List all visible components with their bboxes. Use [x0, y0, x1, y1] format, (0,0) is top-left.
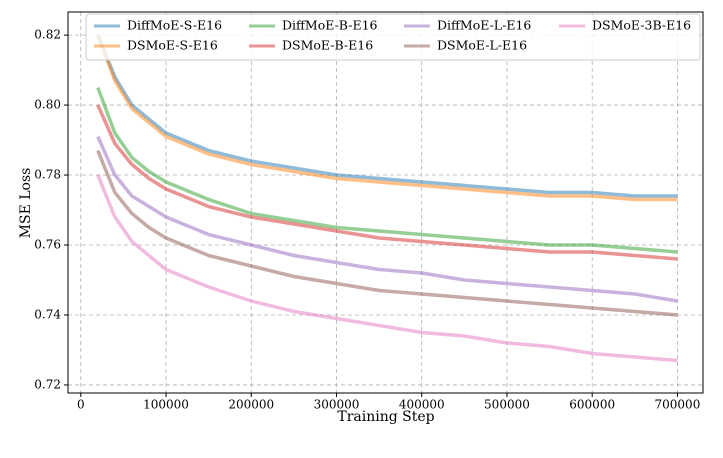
series-line — [96, 104, 678, 261]
legend-label: DiffMoE-B-E16 — [282, 18, 378, 33]
series-line — [96, 149, 678, 317]
legend-box — [85, 13, 701, 61]
x-tick-label: 0 — [77, 398, 85, 412]
legend-label: DSMoE-L-E16 — [437, 38, 527, 53]
x-tick-label: 200000 — [228, 398, 274, 412]
x-tick-label: 400000 — [399, 398, 445, 412]
x-axis-label: Training Step — [337, 409, 434, 425]
x-tick-label: 500000 — [484, 398, 530, 412]
series-line — [96, 34, 678, 198]
y-axis-label: MSE Loss — [18, 168, 34, 239]
y-tick-label: 0.82 — [34, 28, 61, 42]
y-tick-label: 0.76 — [34, 238, 61, 252]
y-tick-label: 0.72 — [34, 377, 61, 391]
series-line — [96, 135, 678, 303]
y-tick-label: 0.80 — [34, 98, 61, 112]
x-tick-label: 100000 — [143, 398, 189, 412]
plot-frame — [67, 11, 704, 394]
series-line — [96, 174, 678, 363]
legend-label: DSMoE-B-E16 — [282, 38, 373, 53]
legend-label: DSMoE-S-E16 — [127, 38, 218, 53]
series-line — [96, 86, 678, 254]
legend-label: DiffMoE-S-E16 — [127, 18, 222, 33]
legend: DiffMoE-S-E16 DSMoE-S-E16 DiffMoE-B-E16 DSM… — [85, 13, 701, 61]
y-tick-label: 0.78 — [34, 168, 61, 182]
series-line — [96, 34, 678, 202]
y-tick-label: 0.74 — [34, 307, 61, 321]
x-tick-label: 300000 — [314, 398, 360, 412]
x-tick-label: 600000 — [569, 398, 615, 412]
x-tick-label: 700000 — [655, 398, 701, 412]
legend-label: DSMoE-3B-E16 — [592, 18, 691, 33]
legend-label: DiffMoE-L-E16 — [437, 18, 531, 33]
